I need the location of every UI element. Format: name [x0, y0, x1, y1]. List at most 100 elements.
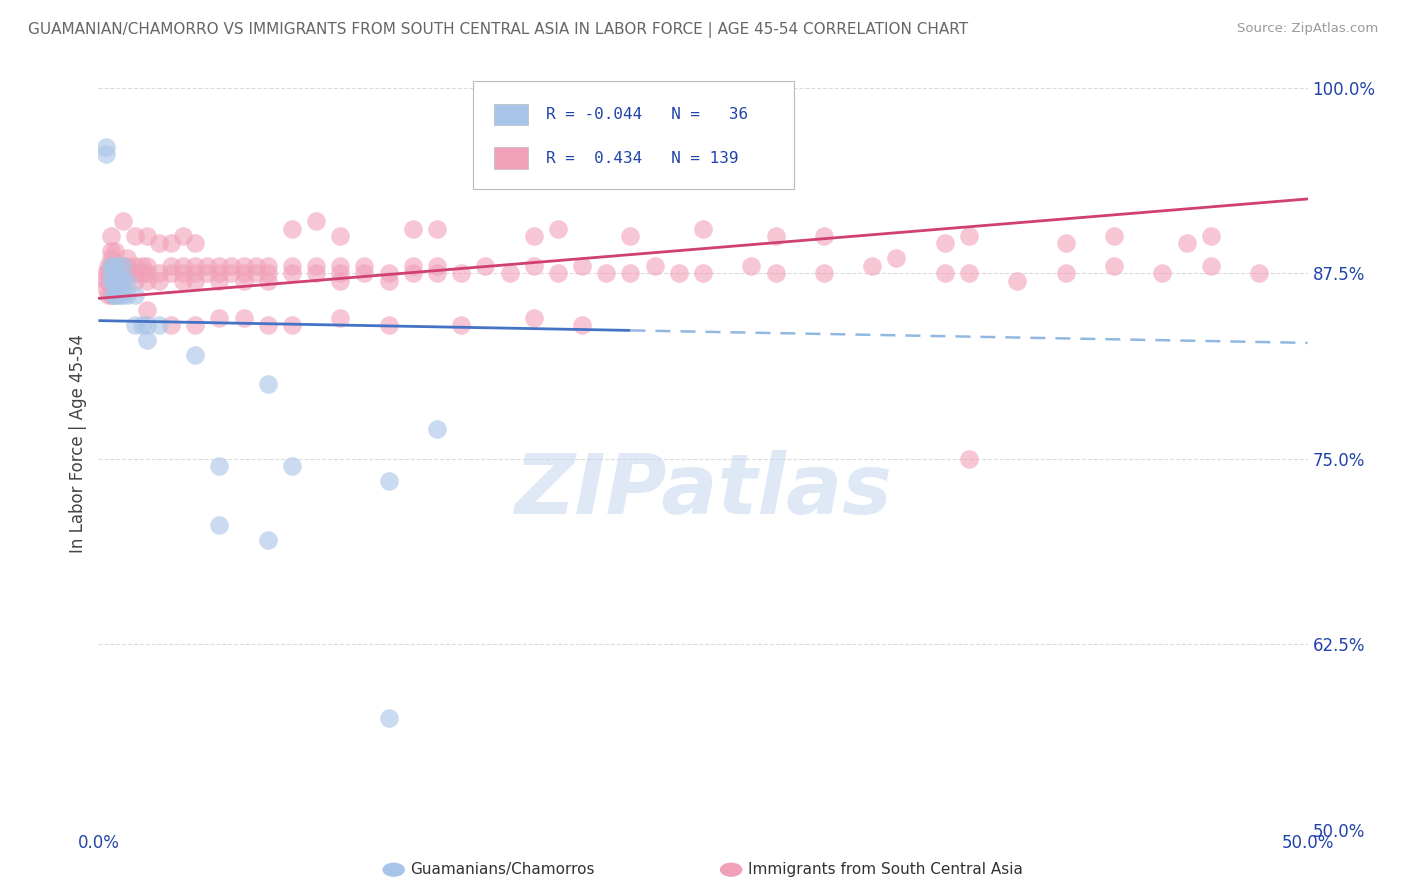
Point [813, 266, 835, 280]
Point [101, 274, 124, 288]
Point [402, 259, 425, 273]
Point [94, 281, 117, 295]
Point [547, 221, 569, 235]
Point [692, 266, 714, 280]
Point [131, 318, 153, 332]
Point [94, 266, 117, 280]
Point [232, 274, 254, 288]
Point [426, 266, 449, 280]
Point [101, 274, 124, 288]
Point [100, 288, 122, 302]
Point [377, 318, 399, 332]
Point [256, 533, 278, 548]
Point [107, 274, 129, 288]
Point [450, 266, 472, 280]
Point [765, 266, 787, 280]
Point [402, 221, 425, 235]
Point [117, 259, 139, 273]
Point [148, 318, 170, 332]
Point [160, 318, 183, 332]
Point [1054, 266, 1077, 280]
Point [1054, 236, 1077, 251]
Point [184, 318, 207, 332]
Point [281, 458, 304, 473]
Point [329, 229, 352, 244]
Point [547, 266, 569, 280]
Point [107, 259, 129, 273]
Point [208, 266, 231, 280]
Point [523, 310, 546, 325]
Point [184, 236, 207, 251]
Point [692, 221, 714, 235]
Point [100, 244, 122, 258]
Point [148, 236, 170, 251]
Point [1175, 236, 1198, 251]
Point [232, 266, 254, 280]
Point [100, 274, 122, 288]
Point [377, 711, 399, 725]
Point [208, 274, 231, 288]
Text: Immigrants from South Central Asia: Immigrants from South Central Asia [748, 863, 1024, 877]
Point [135, 229, 157, 244]
Point [94, 147, 117, 161]
Point [221, 266, 243, 280]
Point [281, 259, 304, 273]
Point [329, 310, 352, 325]
Point [135, 303, 157, 318]
Point [124, 274, 146, 288]
Point [160, 259, 183, 273]
Point [957, 266, 980, 280]
Point [402, 266, 425, 280]
Point [1199, 259, 1222, 273]
Y-axis label: In Labor Force | Age 45-54: In Labor Force | Age 45-54 [69, 334, 87, 553]
Point [305, 266, 328, 280]
Point [100, 266, 122, 280]
Point [172, 266, 194, 280]
Point [184, 348, 207, 362]
Point [97, 266, 120, 280]
Point [124, 288, 146, 302]
Point [474, 259, 496, 273]
Point [124, 266, 146, 280]
Point [172, 259, 194, 273]
Point [498, 266, 520, 280]
Point [117, 274, 139, 288]
Point [232, 310, 254, 325]
Point [104, 244, 127, 258]
Text: ZIPatlas: ZIPatlas [515, 450, 891, 531]
Point [886, 252, 908, 266]
Point [523, 229, 546, 244]
Point [97, 274, 120, 288]
Point [571, 318, 593, 332]
Text: Source: ZipAtlas.com: Source: ZipAtlas.com [1237, 22, 1378, 36]
Point [256, 259, 278, 273]
Point [329, 274, 352, 288]
Point [108, 274, 131, 288]
Point [160, 236, 183, 251]
Point [619, 229, 641, 244]
Point [619, 266, 641, 280]
Point [377, 266, 399, 280]
Point [426, 259, 449, 273]
Point [111, 266, 134, 280]
Point [208, 310, 231, 325]
Point [1199, 229, 1222, 244]
Point [256, 266, 278, 280]
Point [208, 518, 231, 533]
Point [1102, 259, 1125, 273]
Point [329, 266, 352, 280]
Point [184, 274, 207, 288]
Point [934, 236, 956, 251]
Point [148, 274, 170, 288]
Point [94, 274, 117, 288]
Point [148, 266, 170, 280]
Point [117, 252, 139, 266]
Point [107, 259, 129, 273]
Point [135, 259, 157, 273]
Point [184, 259, 207, 273]
Point [172, 274, 194, 288]
Point [740, 259, 762, 273]
Point [104, 266, 127, 280]
Point [117, 266, 139, 280]
Point [172, 229, 194, 244]
